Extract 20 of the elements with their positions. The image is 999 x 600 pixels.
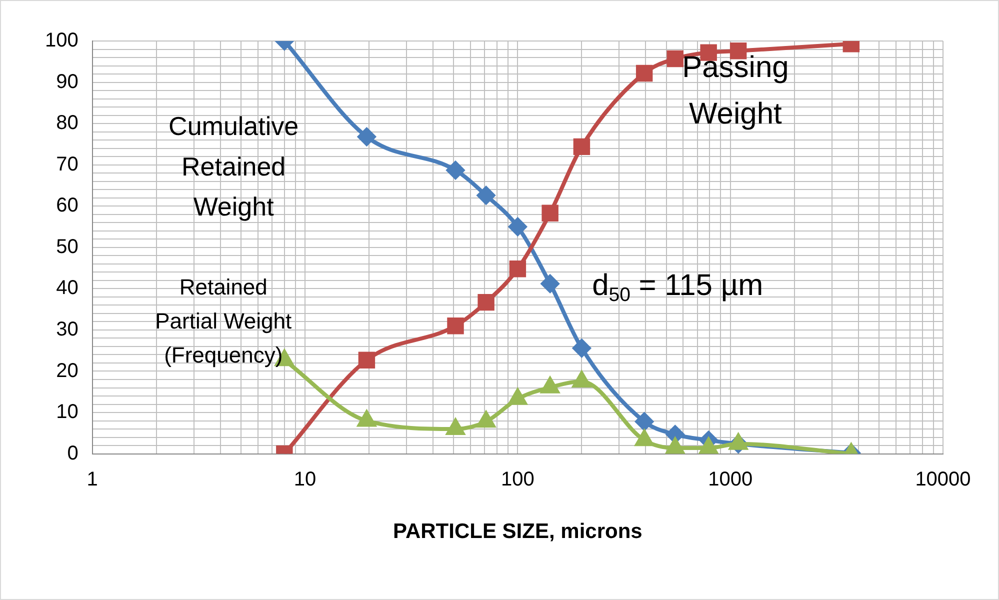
x-tick-label: 1000 xyxy=(708,468,753,490)
y-tick-label: 30 xyxy=(56,318,78,340)
y-tick-label: 80 xyxy=(56,112,78,134)
y-tick-label: 20 xyxy=(56,360,78,382)
x-tick-label: 10 xyxy=(294,468,316,490)
y-tick-label: 40 xyxy=(56,277,78,300)
y-tick-label: 70 xyxy=(56,153,78,176)
x-tick-label: 100 xyxy=(500,468,534,490)
y-tick-label: 60 xyxy=(56,194,78,217)
annotation: Cumulative Retained Weight xyxy=(168,111,299,222)
x-tick-label: 1 xyxy=(86,468,98,490)
y-tick-label: 50 xyxy=(56,236,78,258)
y-tick-label: 100 xyxy=(44,30,78,52)
x-axis-title: PARTICLE SIZE, microns xyxy=(393,520,642,544)
y-tick-label: 0 xyxy=(67,442,78,464)
x-tick-label: 10000 xyxy=(915,468,971,490)
y-tick-label: 10 xyxy=(56,401,78,424)
annotation: Retained Partial Weight (Frequency) xyxy=(155,274,292,368)
annotation: Passing Weight xyxy=(682,50,789,130)
y-tick-label: 90 xyxy=(56,70,78,93)
